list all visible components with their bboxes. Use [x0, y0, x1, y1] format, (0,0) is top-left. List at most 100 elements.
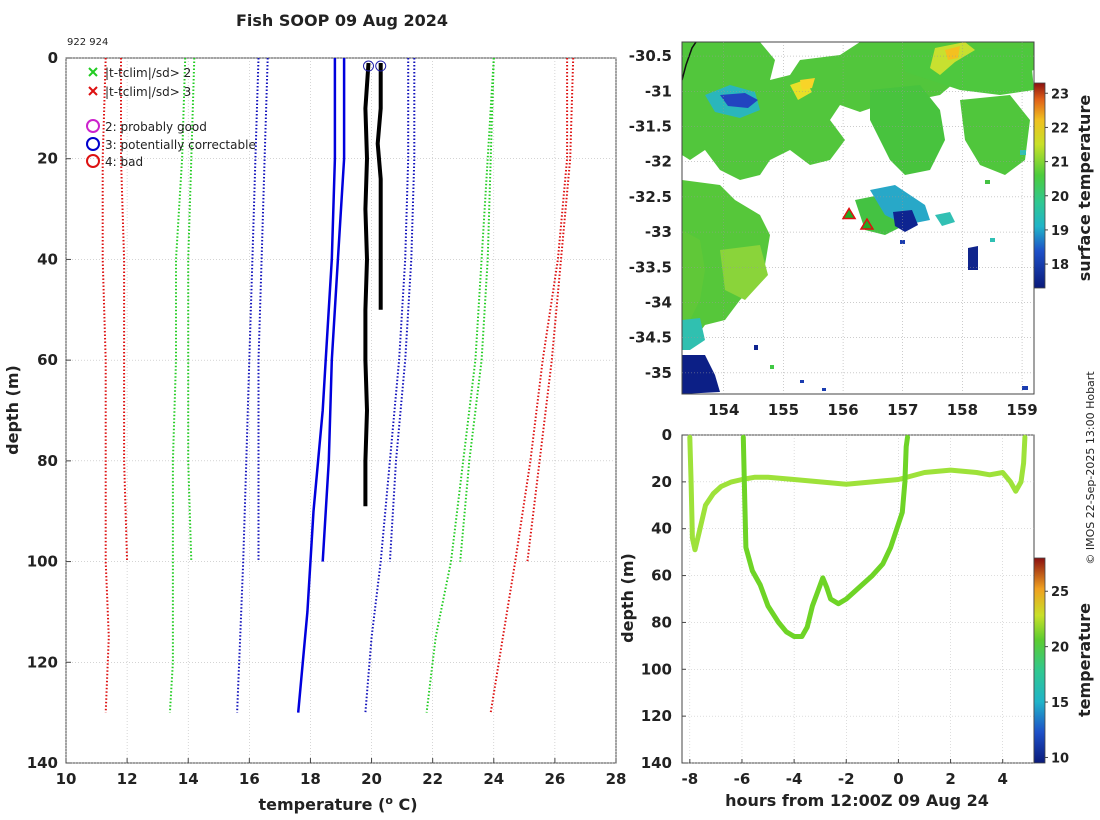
ts-track-line: [740, 434, 910, 639]
ts-series: [687, 434, 1028, 639]
map-y-tick-label: -33.5: [629, 258, 672, 276]
ts-y-tick-label: 100: [641, 660, 672, 678]
ts-x-tick-label: 2: [945, 770, 955, 788]
x-tick-label: 18: [300, 770, 321, 788]
map-y-tick-label: -34.5: [629, 329, 672, 347]
temp-colorbar-ticks: 10 15 20 25: [1045, 585, 1069, 766]
y-tick-label: 40: [37, 250, 58, 268]
profile-location-marker: [841, 207, 857, 220]
x-tick-label: 16: [239, 770, 260, 788]
map-y-tick-label: -31: [645, 82, 672, 100]
temp-colorbar-label: temperature: [1075, 603, 1094, 717]
figure-title: Fish SOOP 09 Aug 2024: [236, 11, 448, 30]
x-tick-label: 26: [544, 770, 565, 788]
profile-x-ticks: 10 12 14 16 18 20 22 24 26 28: [56, 758, 627, 788]
map-y-tick-label: -32: [645, 153, 672, 171]
map-y-tick-label: -34: [645, 293, 672, 311]
ts-plot-area: [681, 434, 1035, 764]
sst-colorbar-tick-label: 21: [1051, 156, 1069, 171]
map-y-tick-label: -32.5: [629, 188, 672, 206]
map-x-tick-label: 157: [887, 401, 918, 419]
profile-plot-area: [65, 57, 617, 764]
temp-colorbar-tick-label: 25: [1051, 585, 1069, 600]
ts-y-axis-label: depth (m): [618, 553, 637, 643]
y-tick-label: 100: [27, 553, 58, 571]
y-tick-label: 80: [37, 452, 58, 470]
map-profile-markers: [841, 207, 875, 230]
map-x-tick-label: 155: [768, 401, 799, 419]
map-y-tick-label: -33: [645, 223, 672, 241]
depth-time-series-chart: -8 -6 -4 -2 0 2 4 0 20 40 60 80 100 120 140 hours fro…: [618, 426, 1094, 810]
ts-x-ticks: -8 -6 -4 -2 0 2 4: [681, 759, 1008, 788]
profile-series-line: [526, 57, 575, 562]
map-y-ticks: -30.5 -31 -31.5 -32 -32.5 -33 -33.5 -34 -34.5 -35: [629, 47, 672, 382]
ts-x-tick-label: -2: [838, 770, 855, 788]
ts-x-tick-label: -6: [734, 770, 751, 788]
legend-label: 3: potentially correctable: [105, 138, 256, 152]
sst-colorbar-tick-label: 18: [1051, 258, 1069, 273]
map-x-ticks: 154 155 156 157 158 159: [708, 401, 1038, 419]
temp-colorbar-tick-label: 15: [1051, 696, 1069, 711]
profile-series-line: [489, 58, 569, 713]
y-tick-label: 60: [37, 351, 58, 369]
legend-label: |t-tclim|/sd> 3: [105, 85, 191, 99]
y-tick-label: 20: [37, 150, 58, 168]
ts-y-tick-label: 120: [641, 707, 672, 725]
ts-y-tick-label: 0: [662, 426, 672, 444]
profile-location-marker: [859, 217, 875, 230]
legend-x-marker: [88, 86, 98, 96]
ts-y-ticks: 0 20 40 60 80 100 120 140: [641, 426, 686, 772]
temp-colorbar-tick-label: 10: [1051, 751, 1069, 766]
profile-ids: 922 924: [67, 37, 108, 48]
ts-x-tick-label: -8: [681, 770, 698, 788]
ts-x-axis-label: hours from 12:00Z 09 Aug 24: [725, 791, 989, 810]
legend-x-marker: [88, 67, 98, 77]
temp-colorbar: [1033, 557, 1046, 764]
profile-series: [101, 57, 575, 713]
sst-colorbar-label: surface temperature: [1075, 95, 1094, 282]
sst-colorbar-tick-label: 20: [1051, 190, 1069, 205]
y-tick-label: 0: [48, 49, 58, 67]
credit-text: © IMOS 22-Sep-2025 13:00 Hobart: [1084, 371, 1097, 565]
flag-marker: [375, 60, 387, 72]
legend-label: 2: probably good: [105, 120, 207, 134]
sst-colorbar-tick-label: 19: [1051, 224, 1069, 239]
profile-series-line: [375, 63, 383, 310]
temperature-depth-profile-chart: 10 12 14 16 18 20 22 24 26 28 020406080100120140 …: [3, 49, 626, 814]
legend-label: |t-tclim|/sd> 2: [105, 66, 191, 80]
x-tick-label: 24: [483, 770, 504, 788]
ts-track-line: [687, 434, 1028, 553]
map-y-tick-label: -30.5: [629, 47, 672, 65]
x-tick-label: 10: [56, 770, 77, 788]
ts-y-tick-label: 40: [651, 520, 672, 538]
y-tick-label: 120: [27, 653, 58, 671]
sst-colorbar: [1033, 82, 1046, 289]
profile-x-axis-label: temperature (o C): [258, 794, 417, 814]
x-tick-label: 14: [178, 770, 199, 788]
map-y-tick-label: -35: [645, 364, 672, 382]
map-y-tick-label: -31.5: [629, 117, 672, 135]
sst-colorbar-tick-label: 22: [1051, 121, 1069, 136]
temp-colorbar-tick-label: 20: [1051, 641, 1069, 656]
profile-series-line: [388, 58, 416, 562]
x-tick-label: 28: [606, 770, 627, 788]
map-x-tick-label: 156: [827, 401, 858, 419]
y-tick-label: 140: [27, 754, 58, 772]
surface-temperature-map: 154 155 156 157 158 159 -30.5 -31 -31.5 -32 -32.5…: [629, 41, 1094, 419]
map-x-tick-label: 158: [947, 401, 978, 419]
ts-x-tick-label: -4: [786, 770, 803, 788]
profile-series-line: [364, 58, 410, 713]
sst-colorbar-ticks: 18 19 20 21 22 23: [1045, 87, 1069, 273]
legend-label: 4: bad: [105, 155, 143, 169]
x-tick-label: 12: [117, 770, 138, 788]
map-x-tick-label: 159: [1006, 401, 1037, 419]
profile-series-line: [321, 58, 346, 562]
ts-x-tick-label: 0: [893, 770, 903, 788]
x-tick-label: 20: [361, 770, 382, 788]
profile-y-ticks: 0 20 40 60 80 100 120 140: [27, 49, 71, 772]
sst-field: [682, 42, 1034, 394]
ts-y-tick-label: 60: [651, 567, 672, 585]
ts-y-tick-label: 140: [641, 754, 672, 772]
legend-circle-marker: [86, 137, 100, 151]
